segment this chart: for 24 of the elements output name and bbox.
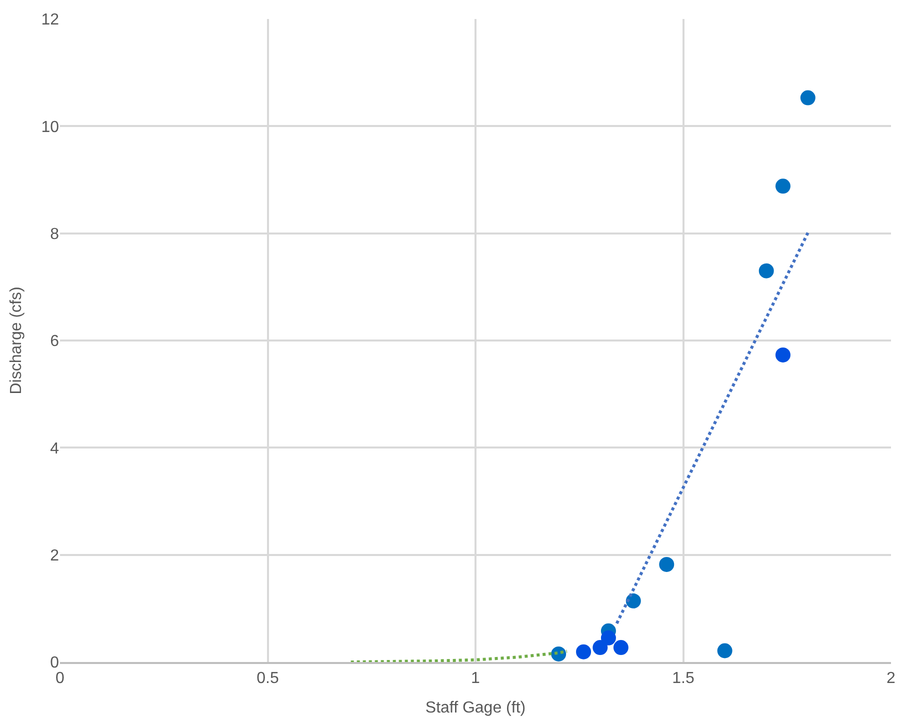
point bbox=[600, 630, 616, 646]
y-tick-label: 8 bbox=[50, 226, 60, 243]
point bbox=[717, 643, 732, 658]
x-tick-label: 1.5 bbox=[672, 670, 694, 688]
point bbox=[576, 644, 592, 660]
point bbox=[800, 90, 816, 106]
x-tick-label: 2 bbox=[886, 670, 896, 688]
x-axis-title: Staff Gage (ft) bbox=[425, 699, 526, 716]
y-tick-label: 2 bbox=[50, 547, 60, 564]
point bbox=[775, 178, 790, 194]
point bbox=[626, 593, 641, 608]
y-tick-label: 10 bbox=[41, 118, 60, 136]
y-tick-label: 12 bbox=[41, 12, 60, 29]
x-tick-label: 0.5 bbox=[256, 670, 279, 688]
point bbox=[659, 556, 674, 572]
y-tick-label: 0 bbox=[50, 654, 60, 672]
y-tick-label: 6 bbox=[50, 333, 60, 350]
point bbox=[758, 263, 774, 278]
y-axis-title: Discharge (cfs) bbox=[8, 286, 26, 394]
point bbox=[613, 640, 628, 656]
point bbox=[775, 347, 790, 362]
x-tick-label: 1 bbox=[471, 670, 480, 688]
point bbox=[592, 640, 608, 656]
y-tick-label: 4 bbox=[50, 440, 60, 458]
